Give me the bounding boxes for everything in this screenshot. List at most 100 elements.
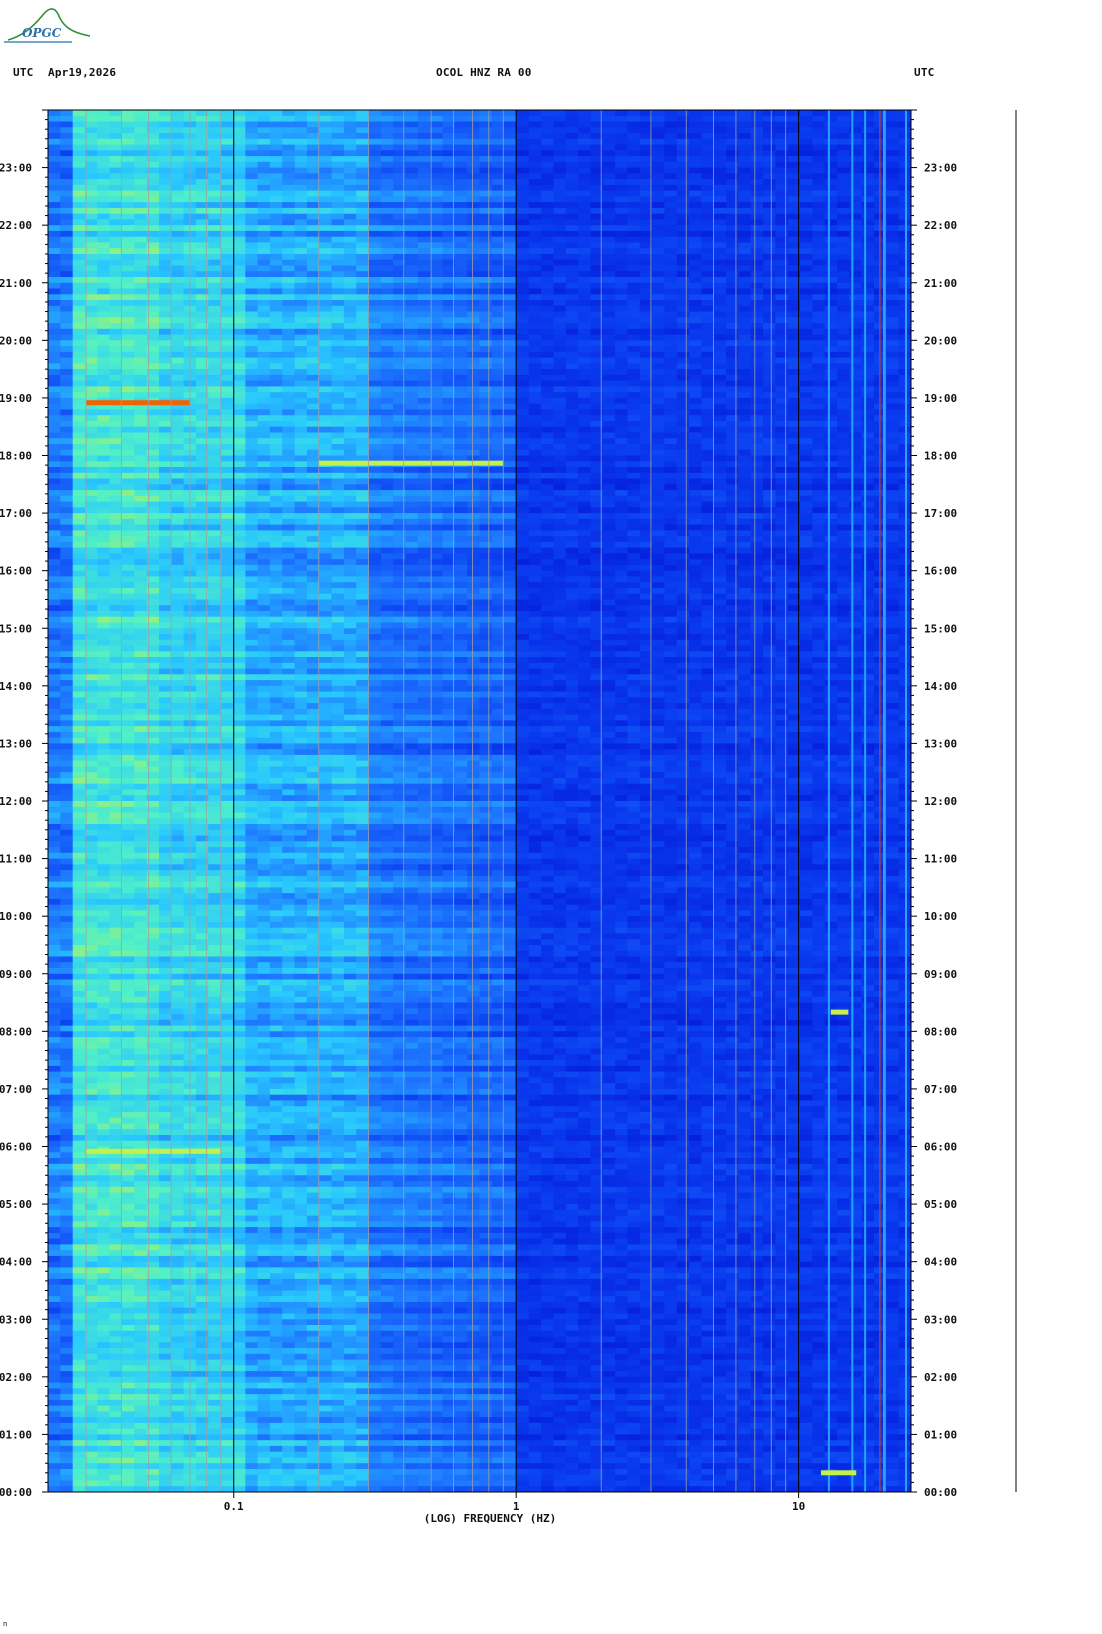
spectrogram-cell	[232, 161, 246, 168]
spectrogram-cell	[269, 351, 283, 359]
spectrogram-cell	[565, 265, 579, 272]
spectrogram-cell	[134, 444, 147, 451]
spectrogram-cell	[590, 495, 604, 502]
spectrogram-cell	[590, 173, 604, 180]
spectrogram-cell	[159, 363, 172, 370]
spectrogram-cell	[393, 472, 406, 479]
spectrogram-cell	[812, 184, 826, 192]
spectrogram-cell	[775, 328, 789, 335]
spectrogram-cell	[122, 507, 135, 514]
spectrogram-cell	[627, 219, 641, 226]
spectrogram-cell	[368, 392, 382, 399]
spectrogram-cell	[171, 282, 184, 289]
spectrogram-cell	[516, 507, 530, 514]
spectrogram-cell	[368, 478, 382, 485]
spectrogram-cell	[306, 138, 320, 145]
spectrogram-cell	[837, 305, 850, 312]
spectrogram-cell	[343, 300, 357, 307]
spectrogram-cell	[257, 323, 271, 330]
spectrogram-cell	[787, 213, 801, 220]
spectrogram-cell	[886, 461, 899, 468]
spectrogram-cell	[615, 277, 628, 284]
spectrogram-cell	[467, 426, 480, 433]
spectrogram-cell	[837, 455, 850, 462]
spectrogram-cell	[824, 449, 838, 456]
spectrogram-cell	[122, 323, 135, 330]
spectrogram-cell	[467, 248, 480, 255]
spectrogram-cell	[159, 421, 172, 428]
spectrogram-cell	[294, 259, 308, 266]
spectrogram-cell	[738, 403, 752, 410]
spectrogram-cell	[393, 397, 406, 405]
spectrogram-cell	[72, 380, 86, 387]
spectrogram-cell	[689, 346, 702, 353]
spectrogram-cell	[750, 426, 764, 433]
spectrogram-cell	[504, 438, 517, 445]
spectrogram-cell	[578, 254, 591, 261]
spectrogram-cell	[726, 213, 739, 220]
spectrogram-cell	[146, 317, 160, 324]
spectrogram-cell	[516, 259, 530, 266]
spectrogram-cell	[195, 259, 209, 266]
spectrogram-cell	[97, 421, 110, 428]
spectrogram-cell	[861, 426, 875, 433]
spectrogram-cell	[837, 173, 850, 180]
spectrogram-cell	[837, 351, 850, 359]
spectrogram-cell	[356, 144, 369, 151]
spectrogram-cell	[689, 351, 702, 359]
spectrogram-cell	[405, 282, 419, 289]
spectrogram-cell	[837, 207, 850, 215]
spectrogram-cell	[528, 334, 542, 341]
spectrogram-cell	[528, 392, 542, 399]
spectrogram-cell	[652, 173, 665, 180]
spectrogram-cell	[676, 444, 690, 451]
spectrogram-cell	[146, 161, 160, 168]
spectrogram-cell	[72, 167, 86, 174]
spectrogram-cell	[516, 196, 530, 203]
spectrogram-cell	[553, 150, 567, 157]
spectrogram-cell	[319, 127, 332, 134]
spectrogram-cell	[639, 294, 653, 301]
spectrogram-cell	[541, 184, 554, 192]
spectrogram-cell	[393, 421, 406, 428]
spectrogram-cell	[738, 340, 752, 347]
spectrogram-cell	[85, 311, 98, 318]
spectrogram-cell	[726, 167, 739, 174]
spectrogram-cell	[775, 138, 789, 145]
spectrogram-cell	[763, 323, 776, 330]
spectrogram-cell	[405, 369, 419, 376]
spectrogram-cell	[479, 323, 493, 330]
spectrogram-cell	[294, 184, 308, 192]
spectrogram-cell	[269, 127, 283, 134]
spectrogram-cell	[627, 248, 641, 255]
spectrogram-cell	[849, 277, 863, 284]
spectrogram-cell	[257, 127, 271, 134]
spectrogram-cell	[775, 438, 789, 445]
spectrogram-cell	[738, 202, 752, 209]
spectrogram-cell	[195, 415, 209, 422]
spectrogram-cell	[824, 397, 838, 405]
spectrogram-cell	[430, 184, 443, 192]
spectrogram-cell	[146, 150, 160, 157]
spectrogram-row	[48, 190, 912, 197]
spectrogram-cell	[97, 259, 110, 266]
spectrogram-cell	[442, 392, 456, 399]
spectrogram-cell	[232, 242, 246, 249]
spectrogram-cell	[849, 161, 863, 168]
spectrogram-cell	[430, 207, 443, 215]
spectrogram-cell	[85, 317, 98, 324]
spectrogram-cell	[134, 311, 147, 318]
spectrogram-cell	[220, 196, 234, 203]
spectrogram-cell	[257, 213, 271, 220]
spectrogram-cell	[97, 455, 110, 462]
spectrogram-cell	[824, 121, 838, 128]
spectrogram-cell	[269, 300, 283, 307]
spectrogram-cell	[442, 357, 456, 364]
spectrogram-cell	[491, 190, 505, 197]
spectrogram-cell	[787, 300, 801, 307]
spectrogram-cell	[516, 184, 530, 192]
spectrogram-cell	[109, 328, 123, 335]
spectrogram-cell	[195, 392, 209, 399]
spectrogram-cell	[146, 242, 160, 249]
spectrogram-cell	[159, 271, 172, 278]
